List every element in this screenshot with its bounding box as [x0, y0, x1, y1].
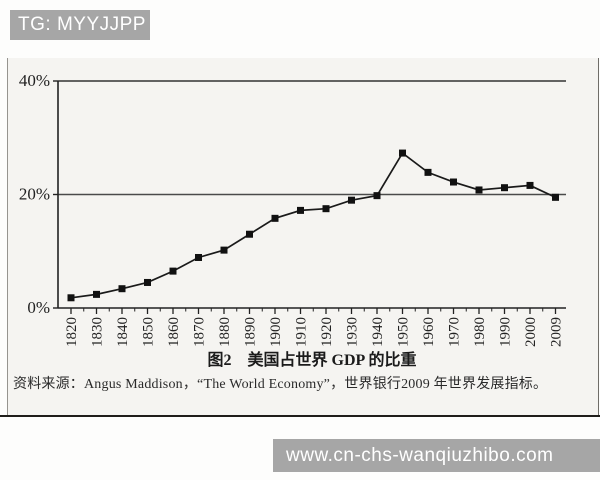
- x-tick-label: 2009: [549, 317, 565, 347]
- figure-caption: 图2 美国占世界 GDP 的比重: [207, 352, 417, 369]
- x-tick-label: 1900: [268, 317, 284, 347]
- x-tick-label: 1920: [319, 317, 335, 347]
- data-point-marker: [322, 205, 330, 213]
- data-point-marker: [475, 186, 483, 194]
- data-point-marker: [195, 253, 202, 261]
- x-tick-label: 1890: [243, 317, 259, 347]
- data-point-marker: [348, 196, 355, 204]
- data-point-marker: [246, 230, 253, 238]
- watermark-top: TG: MYYJJPP: [10, 10, 150, 40]
- data-point-marker: [552, 193, 559, 201]
- data-point-marker: [526, 181, 534, 189]
- data-point-marker: [271, 214, 279, 222]
- data-point-marker: [93, 290, 100, 298]
- data-point-marker: [450, 178, 457, 186]
- y-tick-label: 0%: [27, 298, 50, 317]
- data-point-marker: [501, 184, 508, 192]
- data-point-marker: [169, 267, 177, 275]
- x-tick-label: 1950: [396, 317, 412, 347]
- data-point-marker: [118, 285, 126, 293]
- data-point-marker: [297, 206, 304, 214]
- gdp-share-series-line: [70, 151, 556, 299]
- figure-source: 资料来源：Angus Maddison，“The World Economy”，…: [13, 377, 548, 392]
- x-tick-label: 1970: [447, 317, 463, 347]
- y-tick-label: 40%: [19, 71, 50, 90]
- x-tick-label: 1850: [141, 317, 157, 347]
- x-tick-label: 1910: [294, 317, 310, 347]
- x-tick-label: 1960: [421, 317, 437, 347]
- x-tick-label: 1870: [192, 317, 208, 347]
- data-point-marker: [424, 168, 432, 176]
- x-tick-label: 1880: [217, 317, 233, 347]
- data-point-marker: [144, 278, 151, 286]
- watermark-bottom: www.cn-chs-wanqiuzhibo.com: [273, 439, 600, 472]
- data-point-marker: [220, 246, 228, 254]
- y-tick-label: 20%: [19, 185, 50, 204]
- x-tick-label: 1940: [370, 317, 386, 347]
- data-point-marker: [67, 294, 75, 302]
- x-tick-label: 1860: [166, 317, 182, 347]
- x-tick-label: 1830: [90, 317, 106, 347]
- x-tick-label: 1930: [345, 317, 361, 347]
- scanned-figure-region: [7, 58, 599, 415]
- x-tick-label: 1820: [64, 317, 80, 347]
- x-tick-label: 1980: [472, 317, 488, 347]
- x-tick-label: 1840: [115, 317, 131, 347]
- data-point-marker: [373, 192, 381, 200]
- scan-bottom-edge: [0, 415, 600, 417]
- x-tick-label: 1990: [498, 317, 514, 347]
- data-point-marker: [399, 149, 406, 157]
- x-tick-label: 2000: [523, 317, 539, 347]
